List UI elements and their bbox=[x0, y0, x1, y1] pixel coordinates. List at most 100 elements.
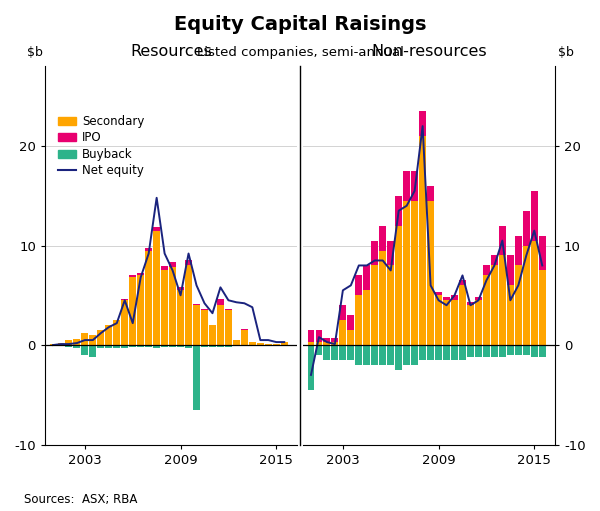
Bar bbox=[121, 299, 128, 300]
Bar bbox=[316, 345, 322, 355]
Bar bbox=[340, 305, 346, 320]
Bar bbox=[193, 345, 200, 410]
Bar bbox=[531, 241, 538, 345]
Bar bbox=[169, 267, 176, 345]
Bar bbox=[499, 256, 506, 345]
Bar bbox=[129, 275, 136, 277]
Bar bbox=[201, 309, 208, 310]
Bar bbox=[281, 345, 287, 346]
Bar bbox=[225, 345, 232, 347]
Bar bbox=[427, 201, 434, 345]
Bar bbox=[233, 340, 240, 345]
Bar bbox=[225, 309, 232, 310]
Bar bbox=[347, 345, 354, 360]
Bar bbox=[483, 265, 490, 275]
Bar bbox=[364, 290, 370, 345]
Bar bbox=[387, 265, 394, 345]
Bar bbox=[137, 345, 144, 347]
Bar bbox=[169, 263, 176, 267]
Bar bbox=[371, 265, 378, 345]
Bar bbox=[371, 241, 378, 265]
Bar bbox=[403, 171, 410, 201]
Bar bbox=[451, 295, 458, 300]
Bar bbox=[82, 333, 88, 345]
Bar bbox=[515, 265, 522, 345]
Bar bbox=[443, 345, 450, 360]
Bar bbox=[308, 345, 314, 390]
Bar bbox=[177, 287, 184, 290]
Bar bbox=[403, 345, 410, 365]
Bar bbox=[340, 320, 346, 345]
Text: Resources: Resources bbox=[130, 44, 212, 59]
Bar bbox=[419, 136, 426, 345]
Bar bbox=[531, 345, 538, 357]
Bar bbox=[265, 345, 272, 346]
Bar bbox=[491, 345, 498, 357]
Bar bbox=[467, 303, 474, 305]
Bar bbox=[73, 345, 80, 348]
Text: Equity Capital Raisings: Equity Capital Raisings bbox=[174, 15, 426, 34]
Bar bbox=[177, 345, 184, 347]
Bar bbox=[443, 300, 450, 345]
Bar bbox=[340, 345, 346, 360]
Bar bbox=[475, 345, 482, 357]
Bar bbox=[379, 226, 386, 250]
Bar bbox=[50, 344, 56, 345]
Bar bbox=[403, 201, 410, 345]
Bar bbox=[209, 345, 216, 347]
Bar bbox=[523, 246, 530, 345]
Bar bbox=[73, 339, 80, 345]
Bar bbox=[483, 275, 490, 345]
Bar bbox=[185, 345, 192, 348]
Bar bbox=[249, 345, 256, 346]
Bar bbox=[435, 295, 442, 345]
Bar bbox=[355, 345, 362, 365]
Bar bbox=[249, 342, 256, 345]
Bar bbox=[106, 325, 112, 345]
Bar bbox=[411, 171, 418, 201]
Bar bbox=[308, 342, 314, 345]
Bar bbox=[177, 290, 184, 345]
Bar bbox=[459, 345, 466, 360]
Bar bbox=[459, 285, 466, 345]
Text: Non-resources: Non-resources bbox=[371, 44, 487, 59]
Text: Listed companies, semi-annual: Listed companies, semi-annual bbox=[197, 46, 403, 59]
Bar bbox=[515, 236, 522, 265]
Text: $b: $b bbox=[26, 46, 43, 59]
Bar bbox=[169, 345, 176, 347]
Bar bbox=[308, 330, 314, 342]
Bar bbox=[323, 345, 331, 360]
Bar bbox=[355, 295, 362, 345]
Bar bbox=[347, 315, 354, 330]
Bar bbox=[419, 111, 426, 136]
Bar bbox=[145, 345, 152, 347]
Bar bbox=[89, 345, 96, 357]
Bar bbox=[419, 345, 426, 360]
Bar bbox=[467, 305, 474, 345]
Bar bbox=[459, 281, 466, 285]
Bar bbox=[507, 345, 514, 355]
Bar bbox=[137, 275, 144, 345]
Bar bbox=[539, 345, 545, 357]
Bar bbox=[491, 265, 498, 345]
Bar bbox=[281, 342, 287, 345]
Bar bbox=[491, 256, 498, 265]
Bar bbox=[201, 345, 208, 347]
Bar bbox=[97, 330, 104, 345]
Bar bbox=[153, 227, 160, 230]
Bar bbox=[411, 201, 418, 345]
Bar bbox=[193, 304, 200, 305]
Bar bbox=[145, 250, 152, 345]
Bar bbox=[379, 345, 386, 365]
Bar bbox=[323, 342, 331, 345]
Bar bbox=[507, 256, 514, 285]
Bar bbox=[364, 345, 370, 365]
Bar bbox=[161, 266, 168, 270]
Bar bbox=[89, 335, 96, 345]
Bar bbox=[364, 265, 370, 290]
Bar bbox=[316, 342, 322, 345]
Bar bbox=[443, 297, 450, 300]
Bar bbox=[113, 345, 120, 348]
Bar bbox=[539, 270, 545, 345]
Bar bbox=[435, 345, 442, 360]
